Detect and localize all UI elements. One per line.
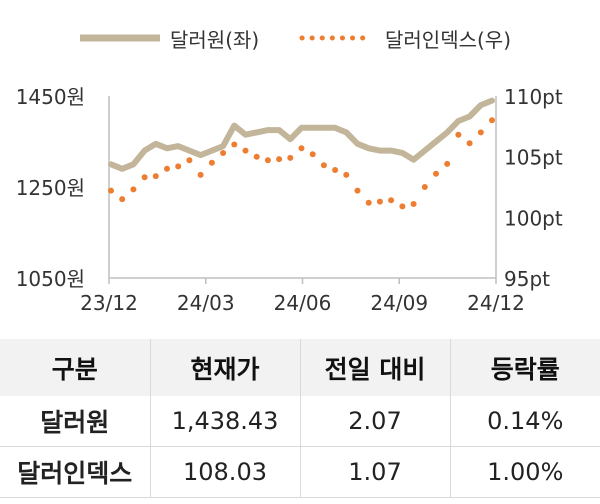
plot-area	[108, 97, 495, 210]
dollar-index-point	[455, 131, 462, 138]
dollar-index-point	[298, 145, 305, 152]
dollar-index-point	[388, 197, 395, 204]
y-left-tick-label: 1250원	[16, 176, 85, 200]
y-left-tick-label: 1050원	[16, 267, 85, 291]
legend-label-usdkrw: 달러원(좌)	[170, 28, 259, 52]
y-right-tick-label: 105pt	[504, 146, 563, 170]
dollar-index-point	[433, 170, 439, 177]
dollar-index-point	[421, 184, 428, 190]
dollar-index-point	[220, 150, 227, 156]
fx-summary-table: 구분 현재가 전일 대비 등락률 달러원 1,438.43 2.07 0.14%…	[0, 339, 600, 498]
header-daily-change: 전일 대비	[299, 339, 450, 396]
x-tick-label: 23/12	[80, 291, 138, 315]
header-current-price: 현재가	[149, 339, 300, 396]
dollar-index-point	[276, 156, 283, 163]
exchange-rate-chart: 달러원(좌) 달러인덱스(우) 1450원 1250원 1050원 110pt 105p…	[16, 28, 563, 315]
current-price-cell: 108.03	[149, 446, 300, 498]
x-tick-label: 24/09	[370, 291, 428, 315]
dollar-index-point	[489, 117, 495, 124]
dollar-index-point	[253, 153, 260, 160]
y-right-tick-label: 110pt	[504, 85, 563, 109]
daily-change-cell: 1.07	[299, 446, 450, 498]
dollar-index-point	[141, 174, 148, 181]
y-right-tick-label: 100pt	[504, 206, 563, 230]
x-tick-label: 24/06	[274, 291, 332, 315]
daily-change-cell: 2.07	[299, 396, 450, 447]
dollar-index-point	[119, 196, 126, 203]
dollar-index-point	[242, 147, 249, 154]
header-change-rate: 등락률	[449, 339, 600, 396]
table-row: 달러인덱스 108.03 1.07 1.00%	[0, 446, 600, 498]
x-tick-label: 24/12	[467, 291, 525, 315]
dollar-index-point	[410, 201, 417, 207]
chart-legend: 달러원(좌) 달러인덱스(우)	[80, 28, 511, 52]
dollar-index-point	[332, 167, 339, 173]
dollar-index-point	[477, 129, 484, 136]
dollar-index-point	[320, 162, 327, 169]
header-category: 구분	[0, 339, 150, 396]
dollar-index-point	[466, 140, 473, 147]
legend-label-dollar-index: 달러인덱스(우)	[385, 28, 511, 52]
change-rate-cell: 0.14%	[449, 396, 600, 447]
y-left-tick-label: 1450원	[16, 85, 85, 109]
current-price-cell: 1,438.43	[149, 396, 300, 447]
dollar-index-point	[197, 171, 204, 178]
dollar-index-point	[108, 187, 114, 194]
usdkrw-line	[108, 97, 495, 172]
dollar-index-point	[354, 187, 361, 194]
dollar-index-point	[309, 151, 316, 158]
dollar-index-point	[152, 173, 159, 180]
x-tick-label: 24/03	[177, 291, 235, 315]
y-right-tick-label: 95pt	[504, 267, 550, 291]
dollar-index-point	[365, 199, 372, 206]
dollar-index-point	[164, 165, 170, 172]
dollar-index-point	[444, 160, 451, 167]
dollar-index-point	[175, 163, 182, 170]
dollar-index-point	[399, 203, 406, 210]
dollar-index-point	[231, 141, 238, 148]
dollar-index-point	[130, 186, 137, 193]
dollar-index-point	[376, 198, 383, 205]
chart-axes: 1450원 1250원 1050원 110pt 105pt 100pt 95pt 23/12 2…	[16, 85, 563, 315]
table-header-row: 구분 현재가 전일 대비 등락률	[0, 339, 600, 396]
change-rate-cell: 1.00%	[449, 446, 600, 498]
dollar-index-point	[287, 154, 294, 161]
dollar-index-point	[186, 157, 193, 164]
dollar-index-point	[264, 157, 271, 164]
table-row: 달러원 1,438.43 2.07 0.14%	[0, 396, 600, 447]
dollar-index-point	[208, 159, 215, 166]
row-label: 달러인덱스	[0, 446, 150, 498]
dollar-index-point	[343, 171, 350, 178]
row-label: 달러원	[40, 408, 110, 437]
